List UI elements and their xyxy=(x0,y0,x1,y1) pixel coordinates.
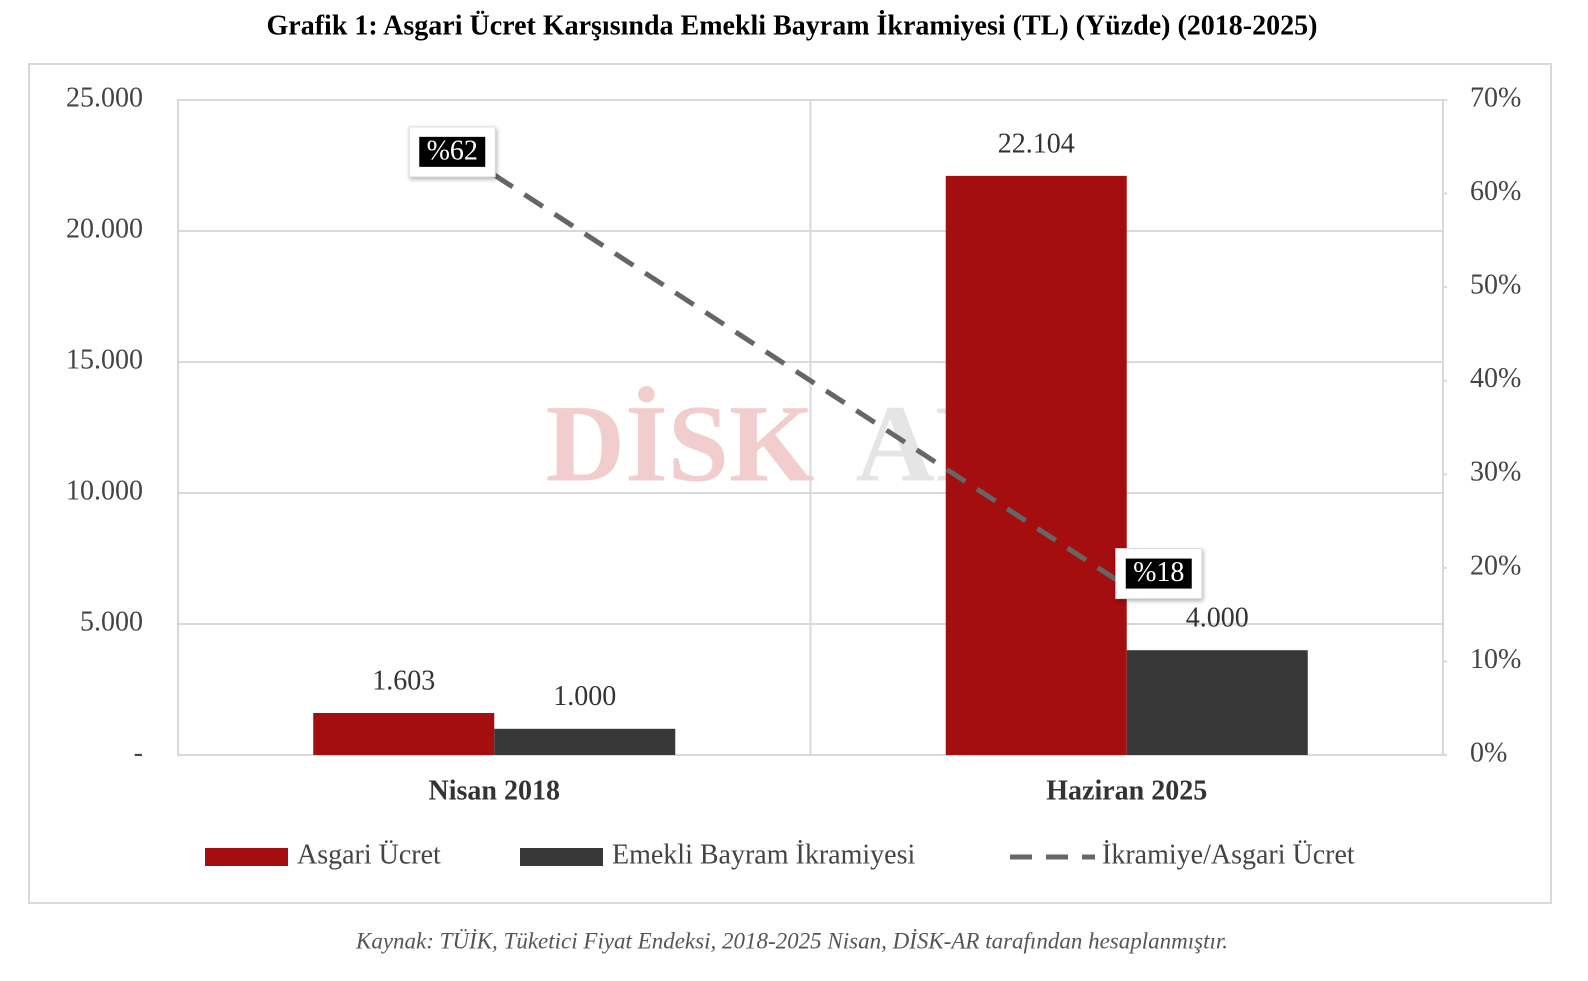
bar xyxy=(494,728,676,755)
legend-label: Asgari Ücret xyxy=(297,839,441,870)
source-note: Kaynak: TÜİK, Tüketici Fiyat Endeksi, 20… xyxy=(355,928,1228,953)
y2-tick-label: 50% xyxy=(1470,270,1521,301)
y-tick-label: 20.000 xyxy=(66,213,143,244)
y2-tick-label: 70% xyxy=(1470,82,1521,113)
y2-tick-label: 10% xyxy=(1470,644,1521,675)
x-tick-label: Nisan 2018 xyxy=(429,775,560,806)
bar-value-label: 22.104 xyxy=(998,128,1075,159)
legend-swatch xyxy=(520,848,603,866)
y2-tick-label: 20% xyxy=(1470,550,1521,581)
bar-value-label: 4.000 xyxy=(1186,603,1249,634)
legend-label: İkramiye/Asgari Ücret xyxy=(1102,839,1355,870)
chart-frame xyxy=(28,63,1552,904)
line-value-label: %62 xyxy=(427,135,478,166)
chart-title: Grafik 1: Asgari Ücret Karşısında Emekli… xyxy=(267,10,1318,41)
y-tick-label: 15.000 xyxy=(66,344,143,375)
x-tick-label: Haziran 2025 xyxy=(1046,775,1207,806)
plot-area: - 5.000 10.000 15.000 20.000 25.000 0% 10% 20% 30… xyxy=(66,82,1521,870)
bar-value-label: 1.603 xyxy=(372,665,435,696)
label-bg xyxy=(419,136,486,167)
bar xyxy=(1126,650,1308,755)
y2-tick-label: 60% xyxy=(1470,176,1521,207)
line xyxy=(492,172,1129,589)
line-value-label: %18 xyxy=(1133,557,1184,588)
y-tick-label: 5.000 xyxy=(80,606,143,637)
label-bg xyxy=(1125,558,1192,589)
y-tick-label: 10.000 xyxy=(66,475,143,506)
y2-tick-label: 0% xyxy=(1470,737,1507,768)
bar xyxy=(945,175,1127,756)
y-tick-label: - xyxy=(134,737,143,768)
y-tick-label: 25.000 xyxy=(66,82,143,113)
y2-tick-label: 30% xyxy=(1470,457,1521,488)
bar-value-label: 1.000 xyxy=(553,681,616,712)
legend-label: Emekli Bayram İkramiyesi xyxy=(612,839,915,870)
watermark: DİSK xyxy=(546,382,815,504)
legend-swatch xyxy=(205,848,288,866)
y2-tick-label: 40% xyxy=(1470,363,1521,394)
bar xyxy=(313,713,495,755)
